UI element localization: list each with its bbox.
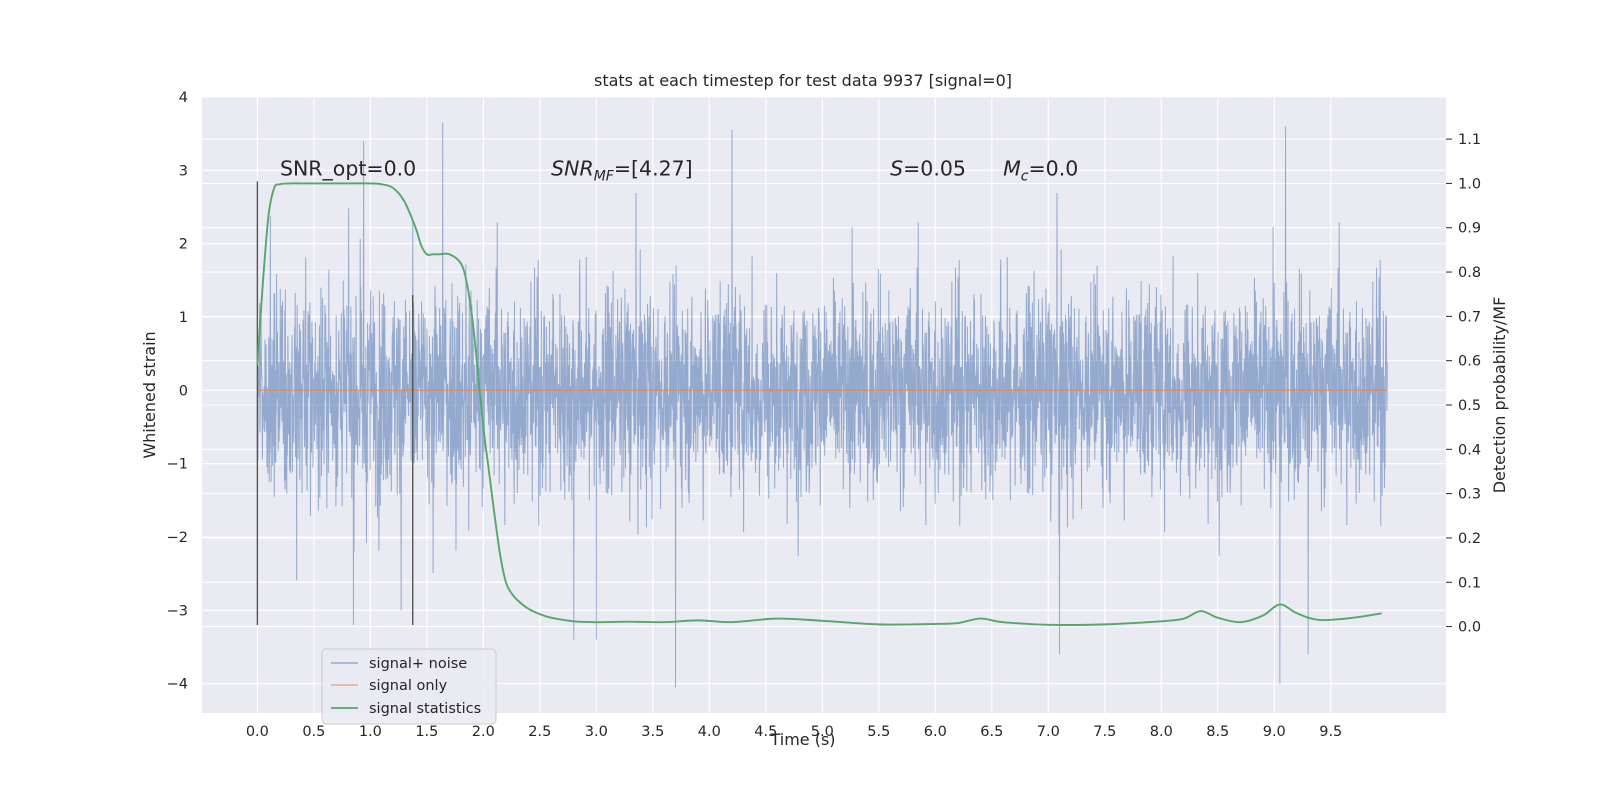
series-signal-noise bbox=[256, 122, 1388, 688]
annotation-snr-opt: SNR_opt=0.0 bbox=[280, 156, 416, 181]
x-tick-label: 6.0 bbox=[924, 724, 947, 740]
y2-tick-label: 0.2 bbox=[1458, 531, 1481, 547]
y-axis-ticks: −4 −3 −2 −1 0 1 2 3 4 bbox=[167, 90, 188, 693]
y-tick-label: −3 bbox=[167, 603, 188, 619]
x-tick-label: 1.0 bbox=[359, 724, 382, 740]
x-tick-label: 7.0 bbox=[1037, 724, 1060, 740]
x-axis-ticks: 0.0 0.5 1.0 1.5 2.0 2.5 3.0 3.5 4.0 4.5 5.0 5.5 6.0 6… bbox=[246, 724, 1342, 740]
x-tick-label: 5.5 bbox=[867, 724, 890, 740]
x-tick-label: 0.5 bbox=[302, 724, 325, 740]
series-signal-statistics bbox=[256, 182, 1382, 626]
event-markers bbox=[256, 181, 414, 625]
y2-tick-label: 0.8 bbox=[1458, 265, 1481, 281]
x-tick-label: 5.0 bbox=[811, 724, 834, 740]
x-tick-label: 4.5 bbox=[754, 724, 777, 740]
y2-tick-label: 0.3 bbox=[1458, 487, 1481, 503]
x-tick-label: 1.5 bbox=[415, 724, 438, 740]
y2-tick-label: 0.0 bbox=[1458, 620, 1481, 636]
x-tick-label: 3.0 bbox=[585, 724, 608, 740]
y-tick-label: 1 bbox=[179, 310, 188, 326]
y2-tick-label: 0.1 bbox=[1458, 575, 1481, 591]
x-tick-label: 2.0 bbox=[472, 724, 495, 740]
y-tick-label: 0 bbox=[179, 383, 188, 399]
x-tick-label: 3.5 bbox=[641, 724, 664, 740]
y-axis-label: Whitened strain bbox=[140, 331, 159, 458]
x-tick-label: 8.5 bbox=[1206, 724, 1229, 740]
y2-tick-label: 0.6 bbox=[1458, 354, 1481, 370]
y2-tick-label: 0.7 bbox=[1458, 309, 1481, 325]
legend: signal+ noise signal only signal statist… bbox=[321, 648, 497, 725]
y2-tick-label: 0.5 bbox=[1458, 398, 1481, 414]
legend-label-statistics: signal statistics bbox=[369, 701, 481, 717]
annotation-snr-mf: SNRMF=[4.27] bbox=[551, 156, 693, 184]
legend-label-signal: signal only bbox=[369, 678, 448, 694]
y-tick-label: 4 bbox=[179, 90, 188, 106]
y2-tick-label: 1.1 bbox=[1458, 132, 1481, 148]
y-tick-label: −1 bbox=[167, 457, 188, 473]
annotation-mc-value: Mc=0.0 bbox=[1003, 156, 1078, 184]
y2-tick-label: 0.4 bbox=[1458, 442, 1481, 458]
y2-tick-label: 1.0 bbox=[1458, 176, 1481, 192]
chart-title: stats at each timestep for test data 993… bbox=[594, 71, 1012, 90]
x-tick-label: 0.0 bbox=[246, 724, 269, 740]
x-tick-label: 4.0 bbox=[698, 724, 721, 740]
x-tick-label: 9.5 bbox=[1319, 724, 1342, 740]
y-tick-label: 2 bbox=[179, 237, 188, 253]
x-tick-label: 9.0 bbox=[1263, 724, 1286, 740]
x-axis-label: Time (s) bbox=[769, 730, 835, 749]
y2-axis-ticks: 0.0 0.1 0.2 0.3 0.4 0.5 0.6 0.7 0.8 0.9 1.0 1.1 bbox=[1446, 132, 1481, 636]
y-tick-label: 3 bbox=[179, 163, 188, 179]
y2-tick-label: 0.9 bbox=[1458, 221, 1481, 237]
x-tick-label: 8.0 bbox=[1150, 724, 1173, 740]
legend-label-noise: signal+ noise bbox=[369, 656, 467, 672]
noise-trace bbox=[256, 122, 1388, 688]
annotation-s-value: S=0.05 bbox=[890, 156, 966, 180]
y2-axis-label: Detection probability/MF bbox=[1490, 297, 1509, 494]
x-tick-label: 7.5 bbox=[1093, 724, 1116, 740]
y-tick-label: −4 bbox=[167, 677, 188, 693]
x-tick-label: 2.5 bbox=[528, 724, 551, 740]
legend-frame bbox=[321, 648, 497, 725]
statistics-curve bbox=[256, 182, 1382, 626]
x-tick-label: 6.5 bbox=[980, 724, 1003, 740]
annotations: SNR_opt=0.0 SNRMF=[4.27] S=0.05 Mc=0.0 bbox=[280, 156, 1078, 184]
y-tick-label: −2 bbox=[167, 530, 188, 546]
